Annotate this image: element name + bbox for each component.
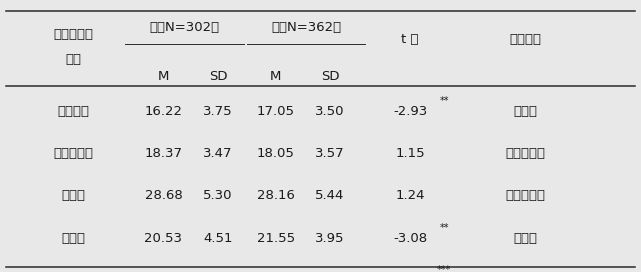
Text: ***: *** [437,265,451,272]
Text: 28.16: 28.16 [256,189,295,202]
Text: 16.22: 16.22 [144,105,183,118]
Text: 5.44: 5.44 [315,189,345,202]
Text: **: ** [440,96,449,106]
Text: 1.15: 1.15 [395,147,425,160]
Text: 21.55: 21.55 [256,231,295,245]
Text: 經驗開放性: 經驗開放性 [54,147,94,160]
Text: 3.50: 3.50 [315,105,345,118]
Text: 差異比較: 差異比較 [510,33,542,46]
Text: 女（N=362）: 女（N=362） [271,21,341,34]
Text: 女＞男: 女＞男 [513,231,538,245]
Text: SD: SD [321,70,339,83]
Text: -3.08: -3.08 [393,231,428,245]
Text: 28.68: 28.68 [145,189,182,202]
Text: 人格特質分: 人格特質分 [54,27,94,41]
Text: 量表: 量表 [66,53,81,66]
Text: **: ** [440,223,449,233]
Text: 神經質性: 神經質性 [58,105,90,118]
Text: 3.95: 3.95 [315,231,345,245]
Text: 18.05: 18.05 [256,147,295,160]
Text: 友善性: 友善性 [62,231,86,245]
Text: 3.57: 3.57 [315,147,345,160]
Text: t 値: t 値 [401,33,419,46]
Text: 外向性: 外向性 [62,189,86,202]
Text: M: M [270,70,281,83]
Text: 1.24: 1.24 [395,189,425,202]
Text: 無顏著差異: 無顏著差異 [506,189,545,202]
Text: SD: SD [209,70,227,83]
Text: 18.37: 18.37 [144,147,183,160]
Text: 17.05: 17.05 [256,105,295,118]
Text: 3.75: 3.75 [203,105,233,118]
Text: -2.93: -2.93 [393,105,428,118]
Text: 男（N=302）: 男（N=302） [149,21,219,34]
Text: 無顏著差異: 無顏著差異 [506,147,545,160]
Text: 女＞男: 女＞男 [513,105,538,118]
Text: M: M [158,70,169,83]
Text: 3.47: 3.47 [203,147,233,160]
Text: 5.30: 5.30 [203,189,233,202]
Text: 20.53: 20.53 [144,231,183,245]
Text: 4.51: 4.51 [203,231,233,245]
